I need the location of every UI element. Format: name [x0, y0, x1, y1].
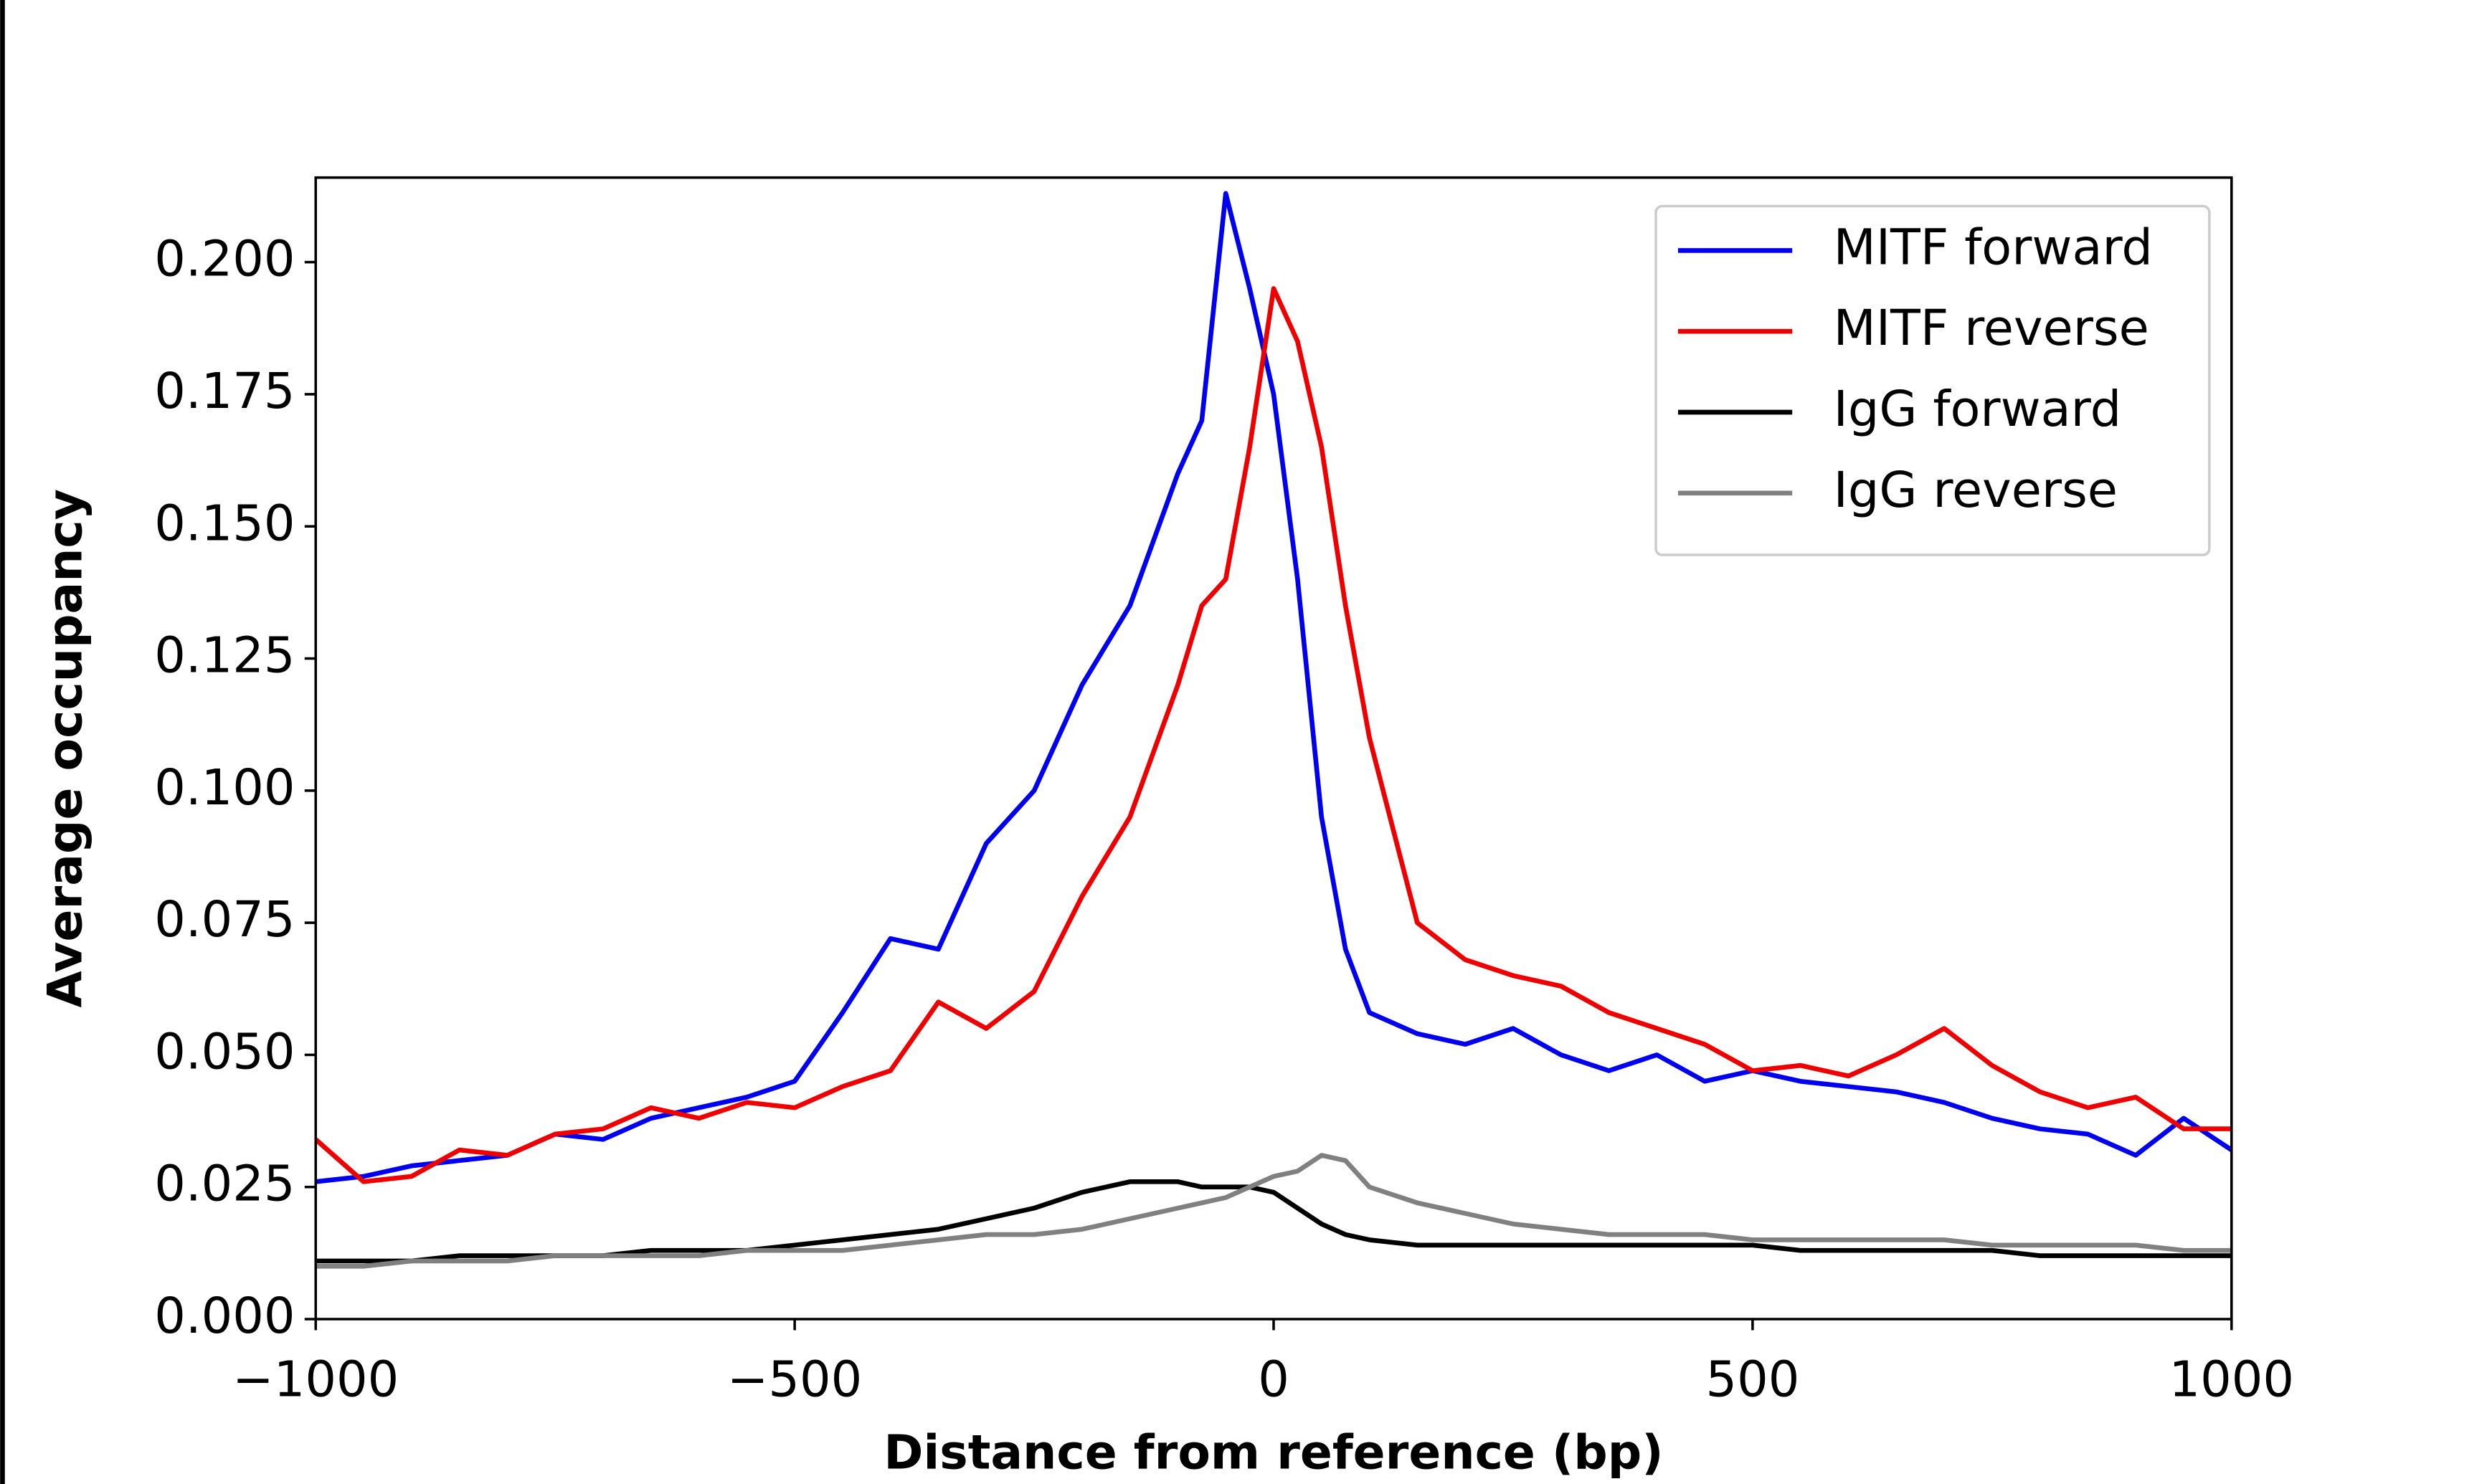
legend-label: MITF reverse	[1834, 300, 2149, 357]
y-tick-label: 0.075	[154, 891, 295, 948]
y-tick-label: 0.100	[154, 759, 295, 817]
x-tick-label: 500	[1705, 1351, 1799, 1408]
x-tick-label: −500	[727, 1351, 862, 1408]
series-line	[316, 191, 2232, 1184]
series-line	[316, 1179, 2232, 1264]
x-tick-label: −1000	[232, 1351, 399, 1408]
y-axis-title: Average occupancy	[37, 489, 93, 1008]
plot-area	[316, 191, 2232, 1269]
y-tick-label: 0.000	[154, 1288, 295, 1345]
x-axis-title: Distance from reference (bp)	[884, 1424, 1663, 1480]
y-tick-label: 0.025	[154, 1156, 295, 1213]
y-tick-label: 0.050	[154, 1023, 295, 1080]
y-tick-label: 0.150	[154, 495, 295, 552]
left-border	[0, 0, 5, 1484]
legend-label: IgG forward	[1834, 381, 2121, 438]
y-tick-label: 0.200	[154, 231, 295, 288]
y-tick-label: 0.175	[154, 363, 295, 420]
legend-label: MITF forward	[1834, 219, 2153, 276]
legend: MITF forward MITF reverse IgG forward IgG r…	[1654, 204, 2211, 556]
x-tick-label: 1000	[2169, 1351, 2294, 1408]
y-tick-label: 0.125	[154, 627, 295, 685]
series-line	[316, 1153, 2232, 1269]
x-tick-label: 0	[1258, 1351, 1289, 1408]
legend-label: IgG reverse	[1834, 462, 2118, 519]
series-line	[316, 286, 2232, 1184]
plot-frame	[314, 176, 2233, 1321]
legend-box	[1654, 204, 2211, 556]
